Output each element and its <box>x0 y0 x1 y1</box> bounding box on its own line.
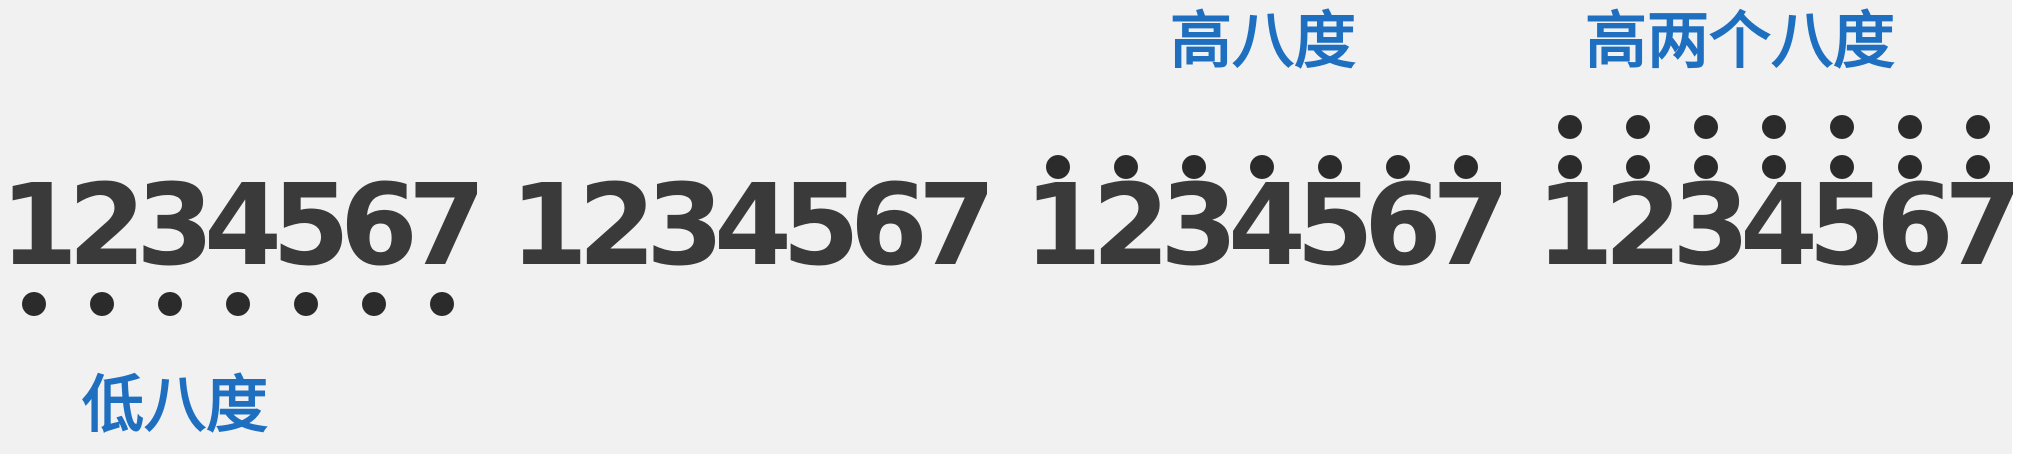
digit-2: 2 <box>578 161 656 291</box>
digit-6: 6 <box>1364 161 1442 291</box>
digit-1: 1 <box>510 161 588 291</box>
right-edge-strip <box>2012 0 2026 454</box>
digit-4: 4 <box>1740 161 1818 291</box>
octave-dot-below <box>430 292 454 316</box>
octave-dot-above <box>1898 155 1922 179</box>
digit-3: 3 <box>1672 161 1750 291</box>
octave-dot-below <box>362 292 386 316</box>
octave-dot-above <box>1898 115 1922 139</box>
group-two-octaves-high: 1234567 <box>1536 161 2022 291</box>
octave-dot-above <box>1318 155 1342 179</box>
octave-dot-above <box>1762 115 1786 139</box>
digit-7: 7 <box>1432 161 1510 291</box>
digit-5: 5 <box>272 161 350 291</box>
digit-5: 5 <box>782 161 860 291</box>
octave-dot-above <box>1830 115 1854 139</box>
label-two-octaves-high: 高两个八度 <box>1585 4 1896 77</box>
digit-1: 1 <box>1536 161 1614 291</box>
octave-dot-above <box>1046 155 1070 179</box>
label-low-octave: 低八度 <box>82 368 269 441</box>
octave-dot-above <box>1966 115 1990 139</box>
digit-7: 7 <box>408 161 486 291</box>
octave-dot-above <box>1830 155 1854 179</box>
group-low-octave: 1234567 <box>0 161 486 291</box>
digit-2: 2 <box>1092 161 1170 291</box>
digit-4: 4 <box>1228 161 1306 291</box>
digit-2: 2 <box>68 161 146 291</box>
octave-dot-below <box>22 292 46 316</box>
digit-1: 1 <box>1024 161 1102 291</box>
octave-dot-below <box>226 292 250 316</box>
digit-7: 7 <box>1944 161 2022 291</box>
digit-2: 2 <box>1604 161 1682 291</box>
octave-dot-above <box>1182 155 1206 179</box>
octave-dot-above <box>1454 155 1478 179</box>
octave-dot-above <box>1694 155 1718 179</box>
digit-5: 5 <box>1296 161 1374 291</box>
digit-7: 7 <box>918 161 996 291</box>
octave-dot-above <box>1762 155 1786 179</box>
octave-dot-above <box>1626 115 1650 139</box>
octave-dot-above <box>1558 115 1582 139</box>
digit-1: 1 <box>0 161 78 291</box>
group-middle-octave: 1234567 <box>510 161 996 291</box>
octave-dot-below <box>158 292 182 316</box>
digit-6: 6 <box>340 161 418 291</box>
octave-dot-below <box>90 292 114 316</box>
digit-6: 6 <box>850 161 928 291</box>
label-high-octave: 高八度 <box>1170 4 1357 77</box>
octave-dot-above <box>1114 155 1138 179</box>
octave-dot-above <box>1250 155 1274 179</box>
digit-4: 4 <box>204 161 282 291</box>
digit-3: 3 <box>1160 161 1238 291</box>
digit-4: 4 <box>714 161 792 291</box>
digit-3: 3 <box>646 161 724 291</box>
octave-dot-above <box>1558 155 1582 179</box>
digit-6: 6 <box>1876 161 1954 291</box>
octave-dot-above <box>1626 155 1650 179</box>
octave-dot-below <box>294 292 318 316</box>
digit-5: 5 <box>1808 161 1886 291</box>
group-high-octave: 1234567 <box>1024 161 1510 291</box>
digit-3: 3 <box>136 161 214 291</box>
octave-dot-above <box>1694 115 1718 139</box>
octave-dot-above <box>1966 155 1990 179</box>
octave-dot-above <box>1386 155 1410 179</box>
